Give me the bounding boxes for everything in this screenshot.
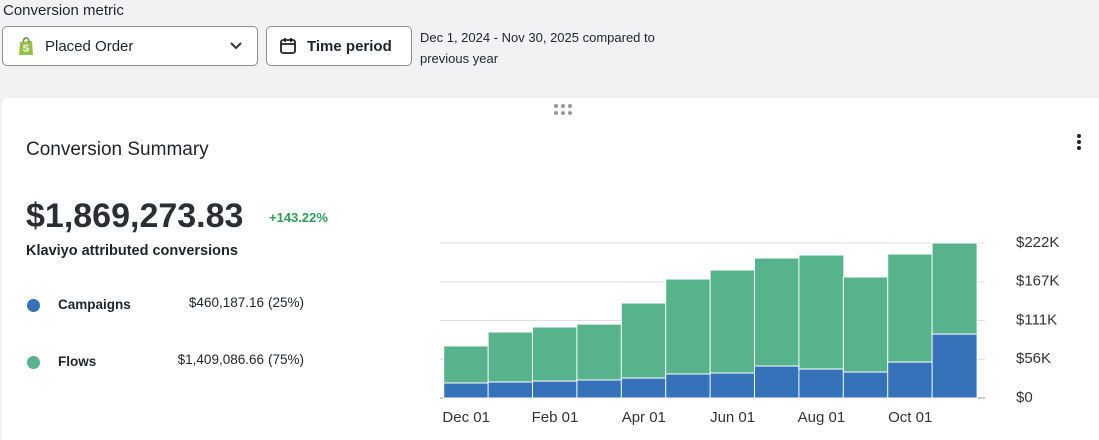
x-tick-label: Jun 01 [710, 409, 755, 426]
legend-share: (25%) [268, 295, 305, 310]
y-tick-label: $0 [1016, 389, 1033, 406]
x-tick-label: Feb 01 [532, 409, 579, 426]
bar-segment [487, 381, 534, 399]
bar-segment [576, 379, 623, 399]
change-badge: +143.22% [269, 210, 328, 225]
card-title: Conversion Summary [26, 139, 209, 160]
legend-label: Flows [58, 354, 97, 369]
bar-segment [887, 361, 934, 399]
chevron [230, 42, 242, 50]
total-subtitle: Klaviyo attributed conversions [26, 243, 238, 259]
metric-select[interactable]: S Placed Order [2, 26, 258, 66]
legend-label: Campaigns [58, 297, 131, 312]
x-tick-label: Apr 01 [622, 409, 666, 426]
legend-dot [27, 299, 40, 312]
legend-share: (75%) [268, 352, 305, 367]
time-period-button[interactable]: Time period [266, 26, 412, 66]
bar-segment [842, 371, 889, 399]
drag-handle[interactable] [553, 103, 573, 117]
total-value: $1,869,273.83 [26, 197, 244, 235]
calendar-icon [280, 38, 296, 54]
metric-label: Conversion metric [3, 2, 124, 19]
y-tick-label: $222K [1016, 234, 1059, 251]
chart: $0 $56K $111K $167K $222K Dec 01 Feb 01 Apr 01 J… [440, 234, 1059, 426]
bar-segment [887, 253, 934, 363]
bar-segment [754, 257, 800, 367]
bar-segment [931, 242, 978, 335]
shopify-icon: S [19, 37, 33, 55]
bar-segment [665, 373, 712, 399]
bar-segment [620, 377, 667, 399]
bar-segment [709, 269, 756, 374]
legend-amount: $460,187.16 [188, 295, 264, 310]
bar-segment [620, 302, 667, 379]
bar-segment [443, 382, 490, 399]
legend-amount: $1,409,086.66 [177, 352, 264, 367]
y-tick-label: $56K [1016, 350, 1051, 367]
button-label: Time period [307, 37, 392, 55]
bar-segment [754, 365, 800, 399]
svg-text:S: S [23, 44, 30, 55]
metric-value: Placed Order [45, 37, 134, 55]
bar-segment [443, 345, 490, 384]
menu-button[interactable] [1074, 133, 1084, 151]
bar-segment [842, 276, 889, 373]
bar-segment [931, 333, 978, 399]
bar-segment [487, 331, 534, 383]
bar-segment [665, 278, 712, 375]
y-tick-label: $167K [1016, 273, 1059, 290]
x-tick-label: Dec 01 [442, 409, 490, 426]
legend-dot [27, 356, 40, 369]
x-tick-label: Aug 01 [798, 409, 846, 426]
bar-segment [798, 368, 845, 399]
bar-segment [532, 380, 578, 399]
bar-segment [576, 323, 623, 381]
date-range: Dec 1, 2024 - Nov 30, 2025 compared to p… [420, 30, 655, 66]
x-tick-label: Oct 01 [888, 409, 932, 426]
bar-segment [798, 254, 845, 370]
bar-segment [709, 372, 756, 399]
bar-segment [532, 326, 578, 382]
y-tick-label: $111K [1016, 311, 1057, 328]
